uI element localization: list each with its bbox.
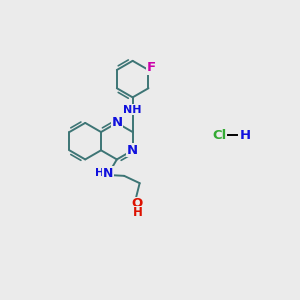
Text: N: N [111,116,122,129]
Text: Cl: Cl [212,129,226,142]
Text: O: O [132,197,143,210]
Text: H: H [240,129,251,142]
Text: H: H [95,169,104,178]
Text: H: H [133,206,142,219]
Text: NH: NH [123,105,142,115]
Text: N: N [127,144,138,157]
Text: F: F [146,61,155,74]
Text: N: N [103,167,113,180]
